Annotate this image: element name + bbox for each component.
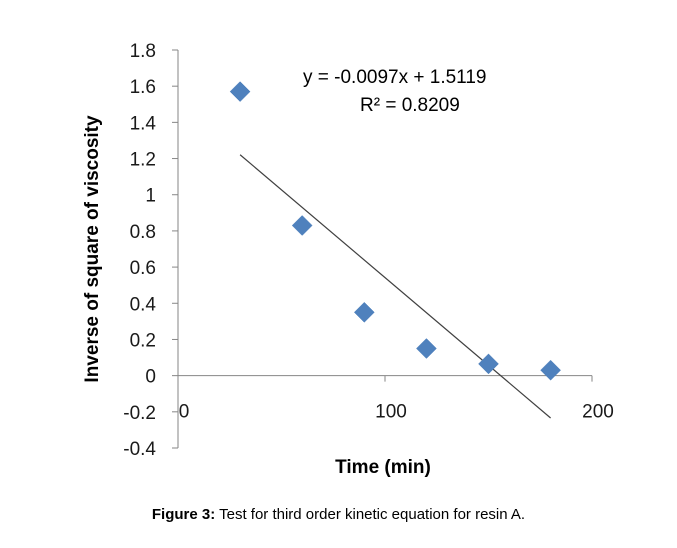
caption-text: Test for third order kinetic equation fo…	[215, 506, 526, 523]
y-tick-label: 1.8	[130, 41, 156, 62]
y-tick-label: 1.6	[130, 77, 156, 98]
y-tick-label: 0.4	[130, 294, 157, 315]
axes	[172, 49, 593, 449]
y-axis-title: Inverse of square of viscosity	[82, 115, 103, 383]
data-point-marker	[478, 353, 499, 375]
x-axis-title: Time (min)	[335, 457, 431, 478]
data-point-marker	[540, 359, 561, 381]
data-point-marker	[416, 338, 437, 359]
trendline	[239, 154, 551, 419]
scatter-chart: 1.8 1.6 1.4 1.2 1 0.8 0.6 0.4 0.2 0 -0.2 -0.4 0 100 20…	[82, 41, 614, 478]
data-point-marker	[229, 81, 251, 102]
y-tick-label: 0.8	[130, 222, 156, 243]
y-tick-label: -0.2	[123, 403, 156, 424]
y-tick-label: 0	[145, 367, 156, 388]
y-tick-label: 0.2	[130, 330, 156, 351]
r-squared-label: R² = 0.8209	[360, 95, 460, 116]
y-tick-label: -0.4	[123, 439, 156, 460]
data-point-marker	[353, 301, 375, 323]
trendline-equation: y = -0.0097x + 1.5119	[303, 67, 486, 88]
y-tick-label: 1.2	[130, 150, 156, 171]
x-tick-label: 200	[582, 402, 614, 423]
caption-label: Figure 3:	[151, 506, 216, 523]
data-point-marker	[291, 215, 313, 236]
x-tick-label: 0	[179, 402, 190, 423]
tick-labels: 1.8 1.6 1.4 1.2 1 0.8 0.6 0.4 0.2 0 -0.2 -0.4 0 100 20…	[123, 41, 614, 460]
trendline-group	[239, 154, 551, 419]
figure-caption: Figure 3: Test for third order kinetic e…	[0, 506, 677, 523]
y-tick-label: 1.4	[130, 113, 157, 134]
y-tick-label: 0.6	[130, 258, 156, 279]
x-tick-label: 100	[375, 402, 407, 423]
y-tick-label: 1	[145, 186, 156, 207]
data-points	[229, 81, 561, 381]
